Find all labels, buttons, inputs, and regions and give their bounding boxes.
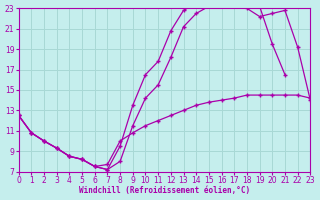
X-axis label: Windchill (Refroidissement éolien,°C): Windchill (Refroidissement éolien,°C) bbox=[79, 186, 250, 195]
